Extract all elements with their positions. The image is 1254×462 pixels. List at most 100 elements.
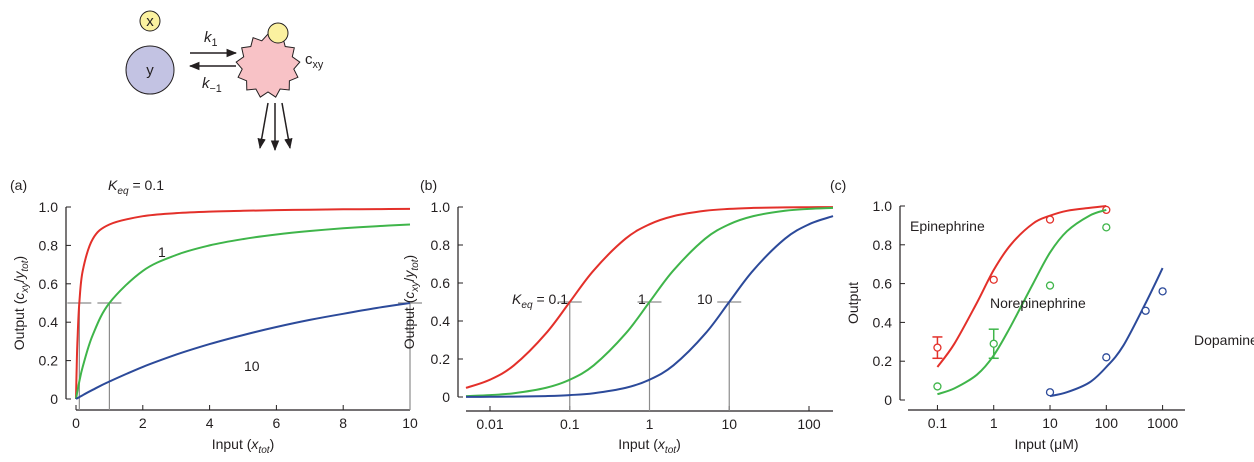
text-part: Input ( <box>618 436 658 452</box>
y-tick-label: 0 <box>442 389 450 405</box>
x-axis-label: Input (μM) <box>1014 436 1078 452</box>
k-reverse: k−1 <box>202 75 222 95</box>
text-part: −1 <box>210 83 222 95</box>
y-tick-label: 0.4 <box>431 313 451 329</box>
curve <box>75 302 411 400</box>
data-point <box>1141 306 1150 315</box>
text-part: 10 <box>697 291 713 307</box>
annotation: 10 <box>244 358 260 374</box>
bound-x <box>267 22 289 44</box>
y-axis-label: Output (cxy/ytot) <box>401 255 421 349</box>
text-part: ) <box>401 255 417 260</box>
x-tick-label: 100 <box>1095 415 1119 431</box>
y-tick-label: 0.6 <box>431 275 451 291</box>
text-part: tot <box>410 258 421 270</box>
y-tick-label: 0.4 <box>39 314 59 330</box>
complex-shape <box>235 33 301 98</box>
text-part: Input ( <box>212 436 252 452</box>
y-tick-label: 0 <box>884 392 892 408</box>
x-tick-label: 1000 <box>1147 415 1178 431</box>
y-tick-label: 0.8 <box>431 237 451 253</box>
panel-label: (c) <box>830 177 846 193</box>
text-part: y <box>11 271 27 280</box>
x-tick-label: 4 <box>206 415 214 431</box>
panel: (c) 0 0.2 0.4 0.6 0.8 1.0 0.1 1 10 100 1000 Input (μ… <box>830 177 1254 452</box>
series-label: Norepinephrine <box>990 295 1086 311</box>
curve <box>465 206 834 389</box>
x-tick-label: 1 <box>646 416 654 432</box>
x-axis-label: Input (xtot) <box>212 436 275 456</box>
x-tick-label: 0 <box>72 415 80 431</box>
annotation: 1 <box>638 291 646 307</box>
text-part: = 0.1 <box>129 177 165 193</box>
data-point <box>1045 388 1055 397</box>
annotation: Keq = 0.1 <box>108 177 164 197</box>
data-point <box>1102 223 1111 232</box>
y-label: y <box>146 62 154 79</box>
text-part: ) <box>676 436 681 452</box>
text-part: 1 <box>638 291 646 307</box>
data-point <box>1045 215 1055 224</box>
data-point <box>933 343 942 352</box>
text-part: ) <box>11 256 27 261</box>
data-point <box>989 275 998 284</box>
text-part: 1 <box>212 37 218 49</box>
x-molecule <box>139 10 161 32</box>
text-part: tot <box>258 445 270 456</box>
text-part: K <box>108 177 118 193</box>
y-tick-label: 0.6 <box>39 276 59 292</box>
y-tick-label: 0.2 <box>873 353 893 369</box>
text-part: Input (μM) <box>1014 436 1078 452</box>
text-part: xy <box>313 59 324 71</box>
x-tick-label: 2 <box>139 415 147 431</box>
text-part: xy <box>20 282 31 294</box>
text-part: x <box>657 436 666 452</box>
text-part: c <box>11 293 27 300</box>
text-part: 1 <box>158 244 166 260</box>
text-part: xy <box>410 281 421 293</box>
series-label: Dopamine <box>1194 332 1254 348</box>
x-tick-label: 0.1 <box>928 415 948 431</box>
y-tick-label: 0.6 <box>873 276 893 292</box>
y-tick-label: 0.2 <box>431 351 451 367</box>
x-tick-label: 0.01 <box>476 416 503 432</box>
text-part: / <box>401 278 417 282</box>
text-part: k <box>202 75 211 92</box>
text-part: ) <box>270 436 275 452</box>
text-part: c <box>305 51 313 68</box>
annotation: Keq = 0.1 <box>512 291 568 311</box>
text-part: x <box>250 436 259 452</box>
signal-arrow <box>257 102 269 150</box>
annotation: 1 <box>158 244 166 260</box>
x-tick-label: 8 <box>339 415 347 431</box>
y-tick-label: 0.4 <box>873 314 893 330</box>
data-point <box>1102 353 1111 362</box>
text-part: Output <box>845 282 861 324</box>
y-tick-label: 1.0 <box>873 198 893 214</box>
text-part: eq <box>117 186 129 197</box>
curve <box>1049 267 1164 398</box>
reaction-diagram: x y k1 k−1 cxy <box>125 10 324 152</box>
x-tick-label: 0.1 <box>560 416 580 432</box>
text-part: = 0.1 <box>533 291 569 307</box>
y-tick-label: 1.0 <box>431 199 451 215</box>
y-tick-label: 0.8 <box>39 237 59 253</box>
data-point <box>1158 287 1167 296</box>
x-tick-label: 6 <box>273 415 281 431</box>
data-point <box>1045 281 1055 290</box>
text-part: K <box>512 291 522 307</box>
panel-label: (a) <box>10 177 27 193</box>
x-tick-label: 10 <box>721 416 737 432</box>
y-tick-label: 0 <box>50 391 58 407</box>
data-point <box>989 339 998 348</box>
y-axis-label: Output <box>845 282 861 324</box>
k-forward: k1 <box>204 29 218 49</box>
y-tick-label: 0.2 <box>39 353 59 369</box>
text-part: tot <box>665 445 677 456</box>
text-part: / <box>11 279 27 283</box>
x-label: x <box>146 13 154 30</box>
text-part: 10 <box>244 358 260 374</box>
